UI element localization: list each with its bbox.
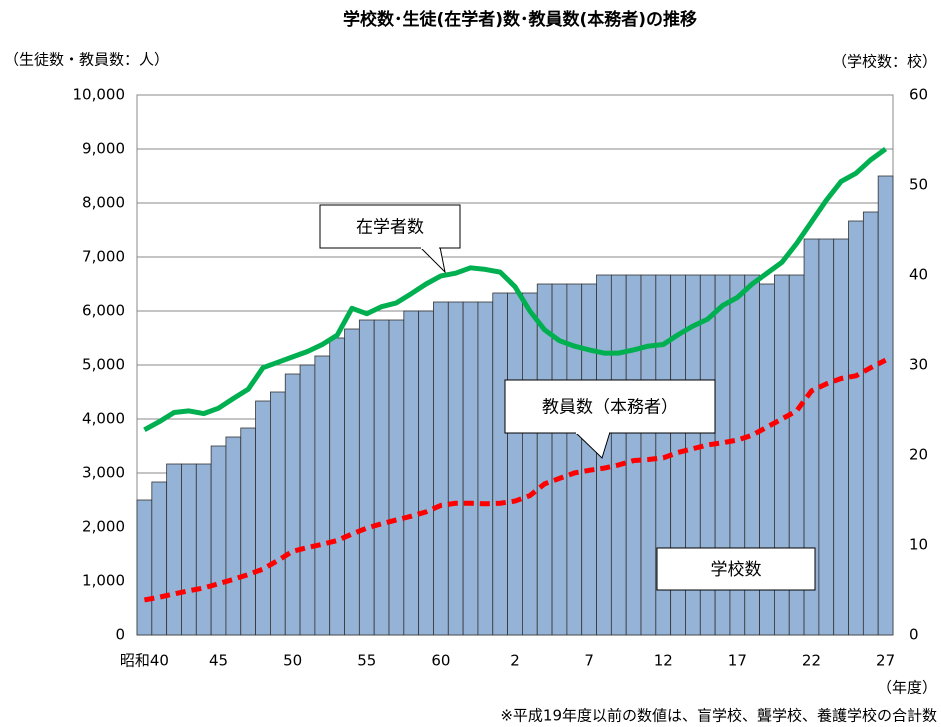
bar	[877, 175, 894, 636]
x-tick-label: 17	[728, 652, 747, 670]
y-tick-label: 7,000	[82, 248, 125, 266]
y-tick-label: 10,000	[73, 86, 126, 104]
y-tick-label: 1,000	[82, 572, 125, 590]
bar	[166, 463, 182, 636]
x-tick-label: 2	[510, 652, 520, 670]
x-tick-label: 22	[802, 652, 821, 670]
y2-tick-label: 30	[909, 356, 928, 374]
bar	[284, 373, 301, 636]
bar	[862, 211, 879, 636]
bar	[818, 238, 835, 636]
bar	[492, 292, 508, 636]
bar	[581, 283, 597, 636]
y2-tick-label: 20	[909, 446, 928, 464]
x-tick-label: 昭和40	[120, 652, 169, 670]
bar	[418, 310, 434, 636]
annotation: 在学者数	[356, 218, 424, 238]
bar	[210, 445, 227, 636]
bar	[314, 355, 331, 636]
x-tick-label: 50	[283, 652, 302, 670]
y-tick-label: 6,000	[82, 302, 125, 320]
bar	[462, 301, 479, 636]
x-axis-label: （年度）	[877, 679, 937, 697]
bar	[299, 364, 316, 636]
bar	[388, 319, 405, 636]
y2-tick-label: 0	[909, 626, 919, 644]
footnote: ※平成19年度以前の数値は、盲学校、聾学校、養護学校の合計数	[500, 707, 937, 725]
y-tick-label: 0	[115, 626, 125, 644]
annotation: 学校数	[711, 560, 762, 580]
annotation: 教員数（本務者）	[542, 398, 678, 418]
y-tick-label: 8,000	[82, 194, 125, 212]
y2-tick-label: 60	[909, 86, 928, 104]
x-tick-label: 12	[654, 652, 673, 670]
bar	[373, 319, 390, 636]
y-tick-label: 5,000	[82, 356, 125, 374]
y-tick-label: 4,000	[82, 410, 125, 428]
callout-box	[504, 379, 716, 434]
bar	[433, 301, 449, 636]
bar	[255, 400, 271, 636]
bar	[447, 301, 464, 636]
y-tick-label: 3,000	[82, 464, 125, 482]
line-series	[143, 357, 887, 603]
x-tick-label: 55	[357, 652, 376, 670]
bar	[610, 274, 627, 636]
callout-box	[656, 547, 816, 591]
bar	[477, 301, 494, 636]
bar	[270, 391, 286, 636]
bar	[225, 436, 242, 636]
bar	[358, 319, 375, 636]
bar	[240, 427, 256, 636]
bar	[507, 292, 523, 636]
y-axis-label: （生徒数・教員数：人）	[4, 51, 169, 69]
x-tick-label: 60	[431, 652, 450, 670]
chart-title: 学校数･生徒(在学者)数･教員数(本務者)の推移	[343, 9, 697, 30]
bar	[640, 274, 657, 636]
x-tick-label: 45	[209, 652, 228, 670]
line-series	[143, 146, 888, 432]
y-tick-label: 9,000	[82, 140, 125, 158]
y2-tick-label: 10	[909, 536, 928, 554]
bar	[625, 274, 642, 636]
callout-pointer	[574, 431, 611, 459]
bar	[195, 463, 212, 636]
y2-axis-label: （学校数：校）	[832, 53, 937, 71]
bar	[848, 220, 864, 636]
callout-box	[319, 204, 461, 249]
x-tick-label: 7	[584, 652, 594, 670]
bar	[151, 481, 168, 636]
bar	[566, 283, 583, 636]
bar	[522, 292, 538, 636]
bar	[181, 463, 197, 636]
bar	[833, 238, 849, 636]
y2-tick-label: 40	[909, 266, 928, 284]
bar	[136, 499, 153, 636]
bar	[403, 310, 420, 636]
bar	[344, 328, 360, 636]
y-tick-label: 2,000	[82, 518, 125, 536]
bar	[329, 337, 345, 636]
x-tick-label: 27	[876, 652, 895, 670]
y2-tick-label: 50	[909, 176, 928, 194]
callout-pointer	[419, 246, 446, 274]
